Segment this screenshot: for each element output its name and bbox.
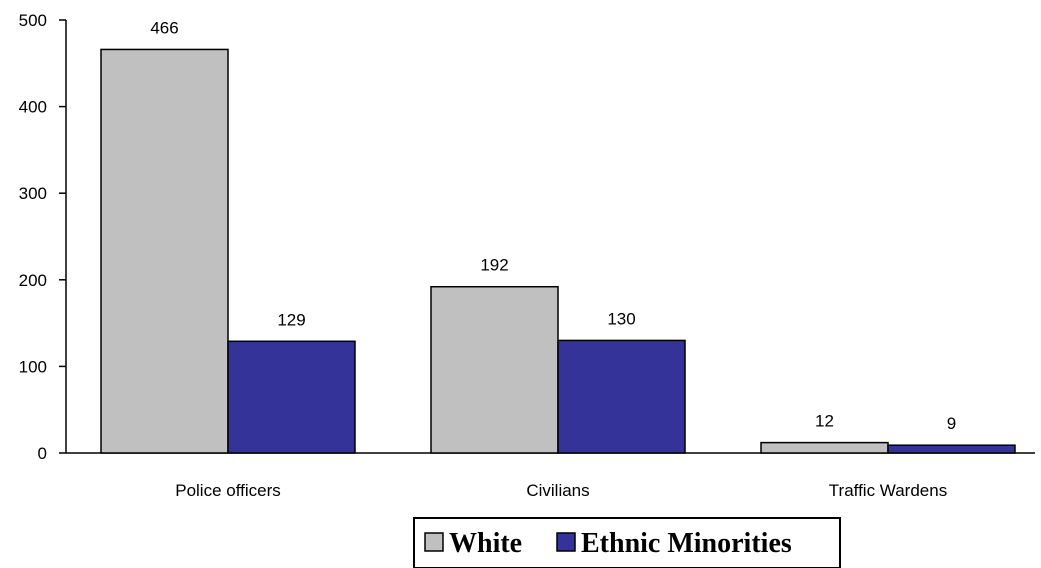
data-label: 9: [947, 414, 956, 433]
y-tick-label: 200: [19, 271, 47, 290]
data-label: 129: [277, 310, 305, 329]
legend-label: White: [449, 528, 522, 559]
y-tick-label: 0: [38, 444, 47, 463]
bar-white: [430, 285, 559, 454]
data-label: 192: [480, 256, 508, 275]
category-label: Traffic Wardens: [829, 481, 947, 500]
bar-white: [760, 441, 889, 454]
bar-ethnic-minorities: [557, 339, 686, 454]
data-label: 466: [150, 18, 178, 37]
bar-white: [100, 48, 229, 454]
legend-swatch-ethnic-minorities: [556, 532, 576, 552]
legend: White Ethnic Minorities: [413, 517, 841, 568]
y-tick-label: 300: [19, 184, 47, 203]
category-label: Police officers: [175, 481, 281, 500]
category-label: Civilians: [526, 481, 589, 500]
legend-swatch-white: [424, 532, 444, 552]
legend-box: [413, 517, 841, 568]
y-tick-label: 100: [19, 357, 47, 376]
data-label: 130: [607, 309, 635, 328]
legend-label: Ethnic Minorities: [581, 528, 792, 559]
y-tick-label: 500: [19, 11, 47, 30]
bar-ethnic-minorities: [227, 340, 356, 454]
data-label: 12: [815, 412, 834, 431]
y-tick-label: 400: [19, 98, 47, 117]
bar-ethnic-minorities: [887, 444, 1016, 454]
